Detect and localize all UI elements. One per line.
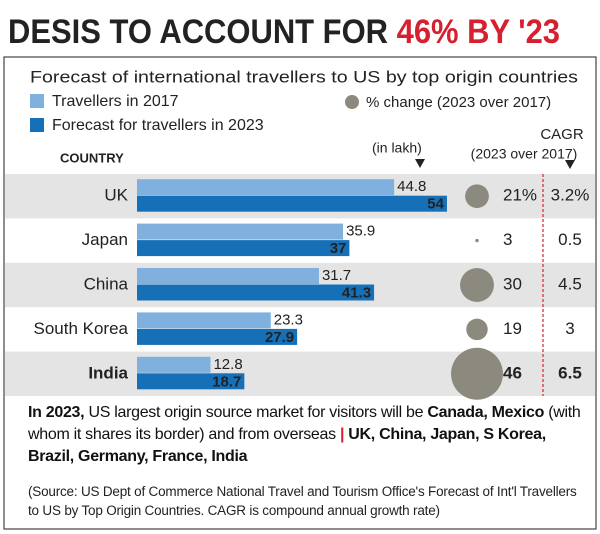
cagr-label: 0.5 [558,230,582,249]
note-text: | [339,426,345,443]
category-label: UK [104,186,128,205]
category-label: South Korea [33,319,128,338]
legend-label: % change (2023 over 2017) [366,94,551,111]
value-label: 44.8 [397,178,426,195]
bubble [466,318,488,341]
category-label: India [88,363,128,382]
bar [137,328,298,345]
bubble-label: 30 [503,274,522,293]
cagr-header: CAGR [540,126,584,143]
bubble [451,347,503,400]
bubble-label: 3 [503,230,512,249]
subtitle: Forecast of international travellers to … [30,67,578,86]
cagr-label: 6.5 [558,363,582,382]
bar [137,195,447,212]
title-highlight: 46% BY '23 [397,13,560,51]
note: In 2023, US largest origin source market… [28,402,590,468]
bar [137,223,344,240]
bubble [475,238,479,243]
category-label: Japan [82,230,128,249]
value-label: 27.9 [265,329,294,346]
value-label: 37 [330,240,347,257]
bubble-label: 19 [503,319,522,338]
value-label: 18.7 [212,373,241,390]
value-label: 31.7 [322,267,351,284]
bar [137,356,211,373]
bar [137,373,245,390]
value-label: 23.3 [274,311,303,328]
category-label: China [84,274,129,293]
legend-swatch [345,95,359,109]
title-main: DESIS TO ACCOUNT FOR [8,13,388,51]
unit-label: (in lakh) [372,140,422,156]
bar [137,240,350,257]
legend-label: Forecast for travellers in 2023 [52,117,264,134]
cagr-subheader: (2023 over 2017) [471,146,578,162]
bubble [460,268,494,302]
chart-title: DESIS TO ACCOUNT FOR 46% BY '23 [8,13,560,51]
bar [137,284,375,301]
value-label: 54 [427,196,444,213]
bubble-label: 21% [503,186,537,205]
source: (Source: US Dept of Commerce National Tr… [28,484,577,518]
bar [137,312,271,329]
value-label: 35.9 [346,223,375,240]
value-label: 41.3 [342,284,371,301]
note-text: US largest origin source market for visi… [84,404,428,421]
arrow [565,160,575,169]
note-text: (with whom it shares its border) and fro… [28,404,581,443]
note-text: In 2023, [28,404,85,421]
bar [137,268,319,284]
cagr-label: 3.2% [551,186,590,205]
legend-swatch [30,118,44,132]
note-text: UK, China, Japan, S Korea, Brazil, Germa… [28,426,546,465]
arrow [415,159,425,168]
value-label: 12.8 [213,356,242,373]
cagr-label: 4.5 [558,274,582,293]
legend-label: Travellers in 2017 [52,93,179,110]
legend-swatch [30,94,44,108]
category-header: COUNTRY [60,150,124,165]
cagr-label: 3 [565,319,574,338]
bubble [465,184,489,209]
bubble-label: 46 [503,363,522,382]
note-text: Canada, Mexico [427,404,545,421]
bar [137,179,395,196]
frame [3,56,597,530]
